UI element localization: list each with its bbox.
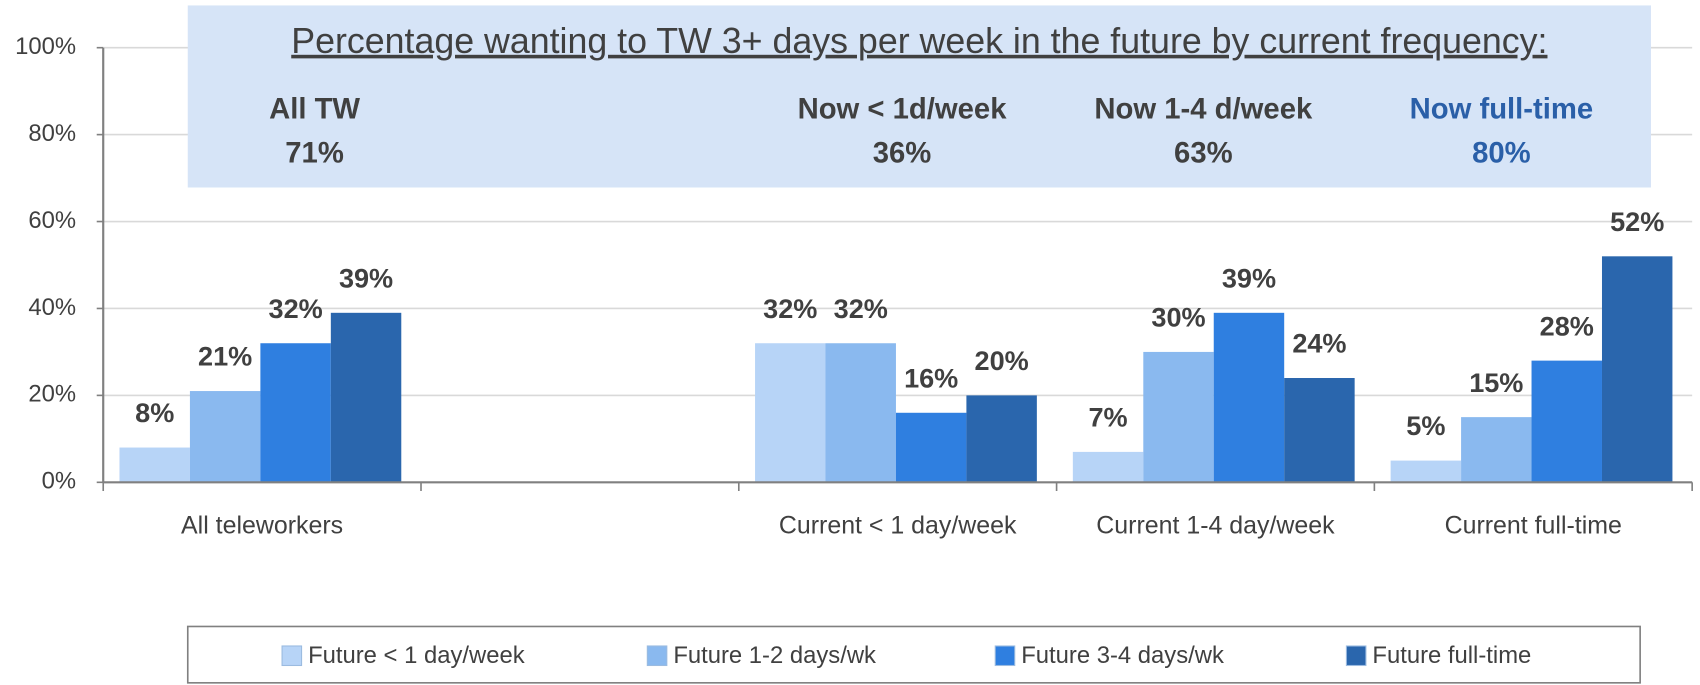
annotation-value: 63% <box>1174 138 1233 170</box>
bar <box>330 312 402 483</box>
data-label: 21% <box>198 341 252 372</box>
data-label: 24% <box>1292 328 1346 359</box>
x-tick-label-box: Current full-time <box>1444 510 1622 539</box>
annotation-box <box>187 5 1651 188</box>
data-label: 20% <box>975 345 1029 376</box>
data-label: 7% <box>1088 402 1127 433</box>
y-tick-label: 40% <box>28 294 76 321</box>
y-tick-label: 20% <box>28 381 76 408</box>
annotation-label: Now 1-4 d/week <box>1094 93 1313 125</box>
data-label: 30% <box>1151 302 1205 333</box>
data-label: 32% <box>269 293 323 324</box>
x-tick-label: Current 1-4 day/week <box>1096 510 1335 539</box>
bar <box>1461 417 1532 483</box>
data-label: 39% <box>339 262 393 293</box>
bar <box>119 447 190 483</box>
x-tick-label: All teleworkers <box>181 510 344 539</box>
bar <box>755 343 826 483</box>
data-label: 39% <box>1222 262 1276 293</box>
data-label: 8% <box>135 397 174 428</box>
annotation-label: All TW <box>269 93 360 125</box>
bar <box>1213 312 1285 483</box>
bar <box>1284 378 1355 483</box>
data-label: 16% <box>904 362 958 393</box>
data-label: 32% <box>763 293 817 324</box>
data-label: 52% <box>1610 206 1664 237</box>
y-tick-label: 0% <box>42 468 76 495</box>
bar <box>260 343 331 483</box>
x-tick-label-box: All teleworkers <box>181 510 344 539</box>
bar <box>1601 256 1673 483</box>
legend-label: Future 1-2 days/wk <box>673 642 876 669</box>
annotation-value: 71% <box>285 138 344 170</box>
legend-swatch <box>1345 645 1367 667</box>
y-tick-label: 100% <box>15 33 76 60</box>
bar <box>1390 460 1462 483</box>
bar <box>895 412 967 483</box>
chart-title: Percentage wanting to TW 3+ days per wee… <box>291 21 1547 61</box>
bar <box>825 343 896 483</box>
annotation-label: Now < 1d/week <box>798 93 1008 125</box>
data-label: 28% <box>1540 310 1594 341</box>
x-tick-label: Current full-time <box>1444 510 1622 539</box>
x-tick-label-box: Current < 1 day/week <box>778 510 1017 539</box>
x-tick-label: Current < 1 day/week <box>778 510 1017 539</box>
legend-label: Future < 1 day/week <box>308 642 525 669</box>
annotation-value: 80% <box>1472 138 1531 170</box>
bar <box>1072 451 1144 483</box>
annotation-value: 36% <box>873 138 932 170</box>
x-tick-label-box: Current 1-4 day/week <box>1096 510 1335 539</box>
data-label: 5% <box>1406 410 1445 441</box>
legend-swatch <box>994 645 1016 667</box>
legend-label: Future 3-4 days/wk <box>1021 642 1224 669</box>
legend-swatch <box>646 645 668 667</box>
bar <box>1143 351 1214 483</box>
bar <box>966 395 1037 483</box>
y-tick-label: 60% <box>28 207 76 234</box>
legend-label: Future full-time <box>1372 642 1531 669</box>
legend-swatch <box>281 645 303 667</box>
bar <box>1531 360 1602 483</box>
bar <box>189 391 261 483</box>
data-label: 32% <box>834 293 888 324</box>
legend-box <box>186 625 1641 684</box>
annotation-label: Now full-time <box>1410 93 1594 125</box>
data-label: 15% <box>1469 367 1523 398</box>
y-tick-label: 80% <box>28 120 76 147</box>
